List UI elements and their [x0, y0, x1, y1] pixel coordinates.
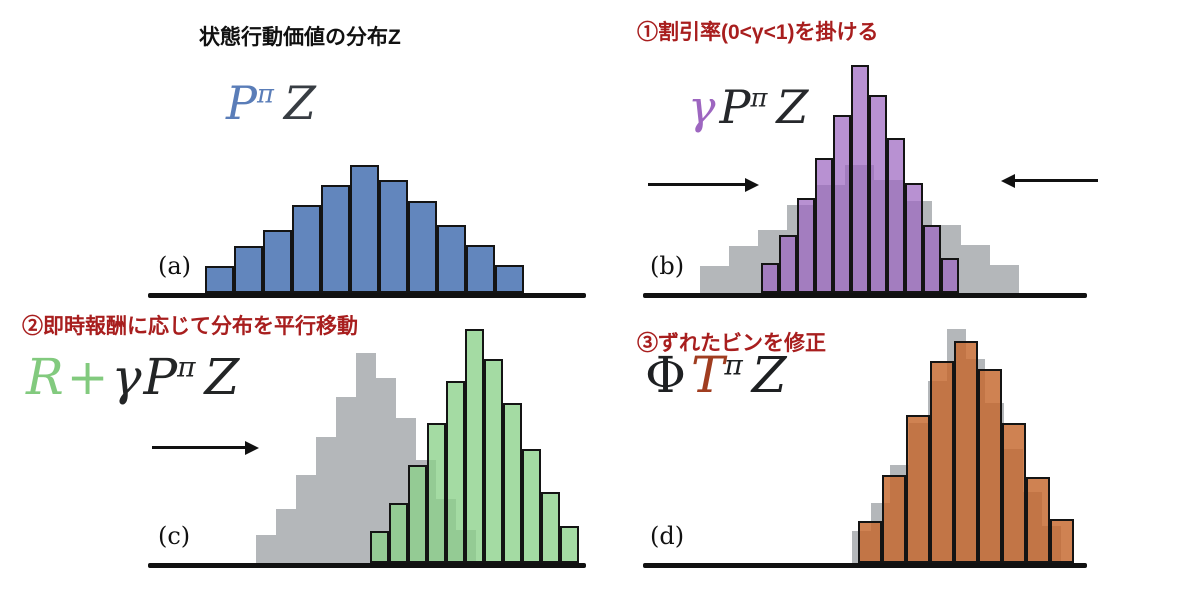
- histogram-bar-b-discounted-Z-purple: [761, 263, 779, 293]
- axis-baseline-d: [643, 563, 1087, 568]
- shrink-arrow-left: [648, 177, 759, 192]
- histogram-bar-b-discounted-Z-purple: [815, 158, 833, 293]
- formula-R-plus-gamma-P-pi-Z: R+γPπ Z: [26, 352, 239, 402]
- formula-symbol-b-π: π: [750, 83, 768, 114]
- axis-baseline-a: [148, 293, 586, 298]
- shrink-arrow-right-head: [1001, 173, 1015, 188]
- histogram-bar-d-projected-Z-orange: [1050, 519, 1074, 563]
- histogram-bar-d-projected-Z-orange: [906, 415, 930, 563]
- histogram-bar-b-discounted-Z-purple: [905, 183, 923, 293]
- step1-annotation: ①割引率(0<γ<1)を掛ける: [637, 21, 879, 44]
- formula-symbol-b-γ: γ: [688, 80, 716, 134]
- histogram-bar-a-value-distribution-Z: [205, 266, 234, 293]
- formula-symbol-d-Z: Z: [751, 346, 787, 404]
- formula-symbol-c-Z: Z: [204, 348, 240, 406]
- formula-symbol-c-P: P: [143, 348, 178, 406]
- formula-gamma-P-pi-Z: γPπ Z: [688, 84, 808, 130]
- histogram-bar-a-value-distribution-Z: [437, 225, 466, 293]
- shrink-arrow-right: [1001, 173, 1098, 188]
- formula-Phi-T-pi-Z: Φ Tπ Z: [645, 350, 787, 400]
- formula-symbol-a-Z: Z: [283, 76, 316, 130]
- histogram-bar-d-projected-Z-orange: [954, 341, 978, 563]
- histogram-bar-c-shifted-Z-green: [408, 465, 427, 563]
- panel-label-d: (d): [650, 522, 685, 550]
- histogram-bar-d-projected-Z-orange: [1002, 423, 1026, 563]
- histogram-bar-a-value-distribution-Z: [408, 201, 437, 293]
- formula-symbol-c-R: R: [26, 348, 64, 406]
- histogram-bar-b-discounted-Z-purple: [833, 115, 851, 293]
- histogram-bar-d-projected-Z-orange: [978, 369, 1002, 563]
- histogram-bar-b-discounted-Z-purple: [923, 225, 941, 293]
- histogram-bar-b-original-Z-gray: [729, 246, 758, 293]
- histogram-bar-c-shifted-Z-green: [484, 359, 503, 563]
- formula-symbol-d-T: T: [691, 346, 725, 404]
- histogram-bar-a-value-distribution-Z: [466, 245, 495, 293]
- formula-P-pi-Z: Pπ Z: [226, 80, 316, 126]
- histogram-bar-c-shifted-Z-green: [427, 423, 446, 563]
- formula-symbol-c-+: +: [66, 348, 109, 406]
- histogram-bar-a-value-distribution-Z: [234, 246, 263, 293]
- formula-symbol-d-π: π: [724, 348, 743, 382]
- histogram-bar-c-discounted-Z-gray: [276, 509, 296, 563]
- panel-label-b: (b): [650, 252, 685, 280]
- histogram-bar-c-shifted-Z-green: [446, 381, 465, 563]
- histogram-bar-a-value-distribution-Z: [350, 165, 379, 293]
- histogram-bar-c-shifted-Z-green: [465, 329, 484, 563]
- histogram-bar-a-value-distribution-Z: [495, 265, 524, 293]
- histogram-bar-c-discounted-Z-gray: [356, 353, 376, 563]
- panel-label-a: (a): [158, 252, 192, 280]
- formula-symbol-a-P: P: [226, 76, 257, 130]
- shift-right-arrow-head: [245, 440, 259, 455]
- histogram-bar-d-projected-Z-orange: [882, 475, 906, 563]
- histogram-bar-c-shifted-Z-green: [522, 449, 541, 563]
- histogram-bar-c-discounted-Z-gray: [316, 437, 336, 563]
- axis-baseline-b: [643, 293, 1087, 298]
- histogram-bar-c-shifted-Z-green: [503, 403, 522, 563]
- histogram-bar-c-shifted-Z-green: [389, 503, 408, 563]
- histogram-bar-b-discounted-Z-purple: [851, 65, 869, 293]
- histogram-bar-b-original-Z-gray: [961, 245, 990, 293]
- histogram-bar-c-shifted-Z-green: [370, 531, 389, 563]
- formula-symbol-c-γ: γ: [111, 348, 142, 406]
- shrink-arrow-left-head: [745, 177, 759, 192]
- step2-annotation: ②即時報酬に応じて分布を平行移動: [22, 315, 358, 338]
- histogram-bar-c-discounted-Z-gray: [296, 475, 316, 563]
- panel-label-c: (c): [158, 522, 191, 550]
- formula-symbol-d-Φ: Φ: [645, 346, 686, 404]
- shift-right-arrow: [152, 440, 259, 455]
- histogram-bar-c-shifted-Z-green: [541, 492, 560, 563]
- formula-symbol-b-Z: Z: [776, 80, 809, 134]
- histogram-bar-c-discounted-Z-gray: [336, 397, 356, 563]
- histogram-bar-d-projected-Z-orange: [930, 361, 954, 563]
- axis-baseline-c: [148, 563, 586, 568]
- formula-symbol-c-π: π: [177, 350, 196, 384]
- histogram-bar-d-projected-Z-orange: [858, 521, 882, 563]
- histogram-bar-a-value-distribution-Z: [292, 205, 321, 293]
- main-title: 状態行動価値の分布Z: [199, 26, 401, 49]
- histogram-bar-b-original-Z-gray: [990, 265, 1019, 293]
- histogram-bar-b-discounted-Z-purple: [779, 235, 797, 293]
- histogram-bar-d-projected-Z-orange: [1026, 477, 1050, 563]
- step3-annotation: ③ずれたビンを修正: [637, 332, 826, 355]
- histogram-bar-c-discounted-Z-gray: [256, 535, 276, 563]
- histogram-bar-a-value-distribution-Z: [321, 185, 350, 293]
- histogram-bar-b-discounted-Z-purple: [797, 198, 815, 293]
- histogram-bar-a-value-distribution-Z: [379, 180, 408, 293]
- histogram-bar-b-discounted-Z-purple: [887, 138, 905, 293]
- histogram-bar-b-discounted-Z-purple: [941, 258, 959, 293]
- histogram-bar-b-discounted-Z-purple: [869, 95, 887, 293]
- formula-symbol-a-π: π: [256, 79, 274, 110]
- histogram-bar-a-value-distribution-Z: [263, 230, 292, 293]
- histogram-bar-c-shifted-Z-green: [560, 526, 579, 563]
- histogram-bar-b-original-Z-gray: [700, 266, 729, 293]
- formula-symbol-b-P: P: [719, 80, 751, 134]
